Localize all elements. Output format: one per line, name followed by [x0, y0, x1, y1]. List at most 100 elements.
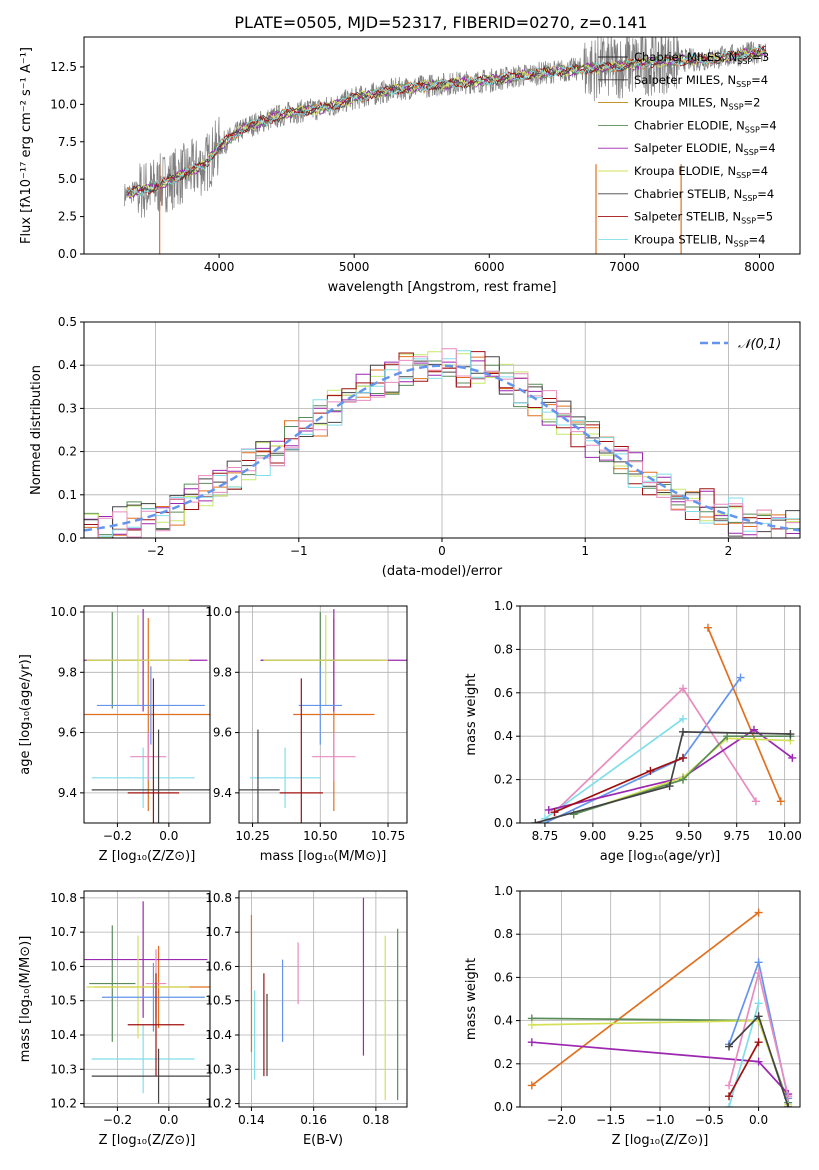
mass-weight-marker [540, 814, 549, 823]
y-tick-label: 0.2 [494, 773, 513, 787]
mass-weight-marker [679, 714, 688, 723]
massweight-vs-Z-axes: −2.0 −1.5 −1.0 −0.5 0.0 0.0 0.2 0.4 0.6 0.8 1.0 Z [… [464, 884, 800, 1148]
x-tick-label: 4000 [204, 260, 235, 274]
x-axis-label: (data-model)/error [382, 564, 503, 579]
mass-weight-line [707, 627, 782, 802]
massweight-vs-Z-frame [519, 890, 801, 1108]
x-tick-label: 10.00 [767, 829, 801, 843]
mass-weight-marker [665, 782, 674, 791]
y-tick-label: 10.2 [50, 1097, 77, 1111]
y-tick-label: 10.8 [205, 891, 232, 905]
mass-weight-marker [531, 819, 540, 823]
model-spectrum [126, 46, 767, 197]
x-tick-label: 8000 [744, 260, 775, 274]
y-tick-label: 0.0 [58, 247, 77, 261]
model-spectrum [126, 47, 767, 199]
y-axis-label: mass weight [464, 958, 479, 1040]
residual-histograms [84, 348, 800, 538]
y-tick-label: 0.4 [58, 358, 77, 372]
mass-vs-EBV-points [250, 897, 399, 1101]
mass-vs-EBV-frame [238, 890, 408, 1108]
legend-sub: SSP [734, 239, 749, 248]
x-tick-label: 9.75 [723, 829, 750, 843]
x-axis-label: wavelength [Angstrom, rest frame] [328, 280, 557, 295]
legend-text: Salpeter MILES, N [634, 73, 736, 87]
x-tick-label: 10.50 [303, 829, 337, 843]
y-tick-label: 0.2 [494, 1057, 513, 1071]
mass-weight-marker [776, 797, 785, 806]
legend-text: =5 [756, 210, 773, 224]
legend-text: Chabrier MILES, N [634, 50, 737, 64]
mass-weight-marker [725, 1092, 734, 1101]
y-tick-label: 0.8 [494, 927, 513, 941]
mass-weight-marker [784, 1103, 793, 1107]
y-tick-label: 0.5 [58, 315, 77, 329]
mass-weight-marker [736, 673, 745, 682]
legend-label: Kroupa STELIB, NSSP=4 [634, 232, 765, 248]
legend-text: Chabrier ELODIE, N [634, 118, 745, 132]
y-tick-label: 9.4 [213, 786, 232, 800]
legend-sub: SSP [737, 57, 752, 66]
mass-weight-marker [544, 805, 553, 814]
y-tick-label: 0.1 [58, 488, 77, 502]
x-tick-label: 8.75 [532, 829, 559, 843]
x-tick-label: 0.16 [300, 1113, 327, 1127]
mass-weight-marker [646, 766, 655, 775]
mass-weight-line [531, 911, 760, 1087]
mass-weight-line [548, 728, 793, 811]
x-tick-label: 0.18 [363, 1113, 390, 1127]
y-axis-label: age [log₁₀(age/yr)] [18, 654, 33, 775]
legend-sub: SSP [736, 171, 751, 180]
legend-label: Kroupa ELODIE, NSSP=4 [634, 164, 768, 180]
y-tick-label: 0.3 [58, 401, 77, 415]
y-tick-label: 10.6 [205, 959, 232, 973]
spectrum-lines [124, 37, 767, 254]
mass-vs-Z-points [84, 901, 210, 1104]
y-axis-label: Flux [fλ10⁻¹⁷ erg cm⁻² s⁻¹ A⁻¹] [19, 47, 34, 244]
legend-text: =2 [744, 96, 761, 110]
legend-label: Kroupa MILES, NSSP=2 [634, 96, 760, 112]
y-tick-label: 0.6 [494, 970, 513, 984]
mass-weight-marker [527, 1020, 536, 1029]
y-tick-label: 10.0 [50, 97, 77, 111]
mass-weight-marker [679, 684, 688, 693]
massweight-vs-age-lines [531, 623, 797, 823]
legend-sub: SSP [736, 80, 751, 89]
x-tick-label: 9.50 [675, 829, 702, 843]
age-vs-Z-axes: −0.2 0.0 9.4 9.6 9.8 10.0 Z [log₁₀(Z/Z⊙)] age [… [18, 605, 210, 864]
y-tick-label: 10.2 [205, 1097, 232, 1111]
x-axis-label: mass [log₁₀(M/M⊙)] [260, 849, 387, 864]
y-tick-label: 10.3 [205, 1062, 232, 1076]
legend-text: Salpeter STELIB, N [634, 210, 741, 224]
y-tick-label: 10.4 [50, 1028, 77, 1042]
mass-weight-marker [786, 730, 795, 739]
mass-weight-marker [751, 797, 760, 806]
y-tick-label: 1.0 [494, 599, 513, 613]
legend-sub: SSP [744, 148, 759, 157]
legend-text: =4 [760, 118, 777, 132]
legend-text: Salpeter ELODIE, N [634, 141, 744, 155]
y-tick-label: 9.8 [213, 665, 232, 679]
mass-weight-marker [749, 725, 758, 734]
x-tick-label: 9.00 [580, 829, 607, 843]
age-vs-Z-frame [83, 605, 211, 824]
legend-label: Salpeter STELIB, NSSP=5 [634, 210, 773, 226]
y-tick-label: 0.0 [58, 531, 77, 545]
y-tick-label: 5.0 [58, 172, 77, 186]
legend-label: Chabrier MILES, NSSP=3 [634, 50, 769, 66]
mass-weight-marker [725, 1081, 734, 1090]
x-tick-label: −0.5 [695, 1113, 724, 1127]
mass-weight-marker [725, 1042, 734, 1051]
mass-weight-marker [703, 623, 712, 632]
mass-weight-line [544, 677, 742, 823]
massweight-vs-Z-lines [527, 908, 793, 1107]
x-tick-label: 5000 [339, 260, 370, 274]
y-tick-label: 0.4 [494, 729, 513, 743]
mass-weight-marker [754, 958, 763, 967]
x-tick-label: −1.5 [596, 1113, 625, 1127]
x-tick-label: 0 [438, 544, 446, 558]
mass-weight-line [728, 1003, 760, 1107]
mass-weight-line [728, 1041, 760, 1097]
x-tick-label: −0.2 [103, 1113, 132, 1127]
legend-text: Kroupa MILES, N [634, 96, 729, 110]
